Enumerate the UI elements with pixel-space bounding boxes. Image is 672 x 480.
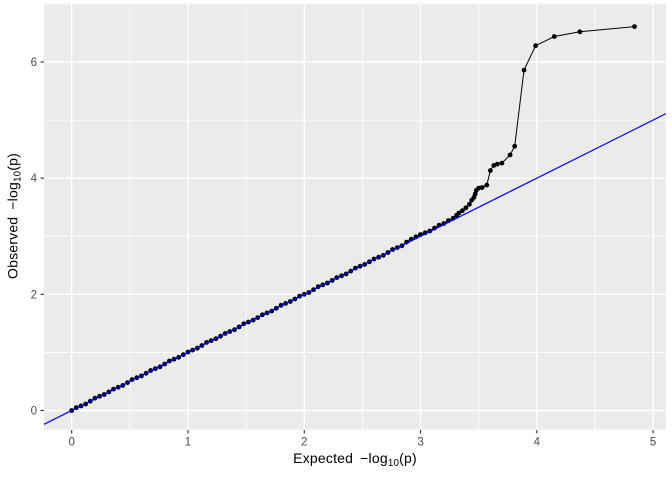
plot-panel	[44, 3, 666, 430]
data-point	[507, 152, 513, 158]
y-axis-title-sub: 10	[12, 170, 24, 183]
data-point	[494, 161, 500, 167]
data-point	[460, 208, 465, 214]
data-point	[521, 67, 527, 73]
x-axis-title-sub: 10	[387, 457, 400, 469]
y-tick-label: 0	[31, 406, 37, 418]
data-point	[577, 29, 583, 35]
data-point	[499, 160, 505, 166]
data-point	[632, 24, 637, 29]
data-point	[512, 143, 518, 149]
y-tick-label: 2	[31, 289, 37, 301]
data-point	[551, 34, 557, 39]
x-tick-label: 2	[301, 437, 307, 449]
x-axis-title-log: −log	[360, 450, 388, 466]
y-axis-title: Observed −log10(p)	[5, 3, 25, 430]
data-point	[463, 205, 469, 211]
y-axis-title-suffix: (p)	[4, 153, 21, 171]
x-axis-title-word: Expected	[293, 450, 354, 466]
x-tick-label: 5	[650, 437, 656, 449]
data-point	[456, 210, 462, 216]
data-point	[467, 201, 472, 207]
x-axis-title-suffix: (p)	[399, 450, 417, 466]
x-tick-label: 0	[68, 437, 74, 449]
y-axis-title-log: −log	[4, 182, 21, 210]
data-point	[533, 43, 538, 49]
x-tick-label: 3	[417, 437, 423, 449]
data-point	[487, 168, 493, 174]
data-point	[484, 182, 490, 188]
y-tick-label: 4	[31, 173, 38, 185]
x-axis-title: Expected −log10(p)	[44, 450, 666, 469]
x-tick-label: 1	[185, 437, 191, 449]
y-axis-title-word: Observed	[4, 216, 21, 279]
x-tick-label: 4	[534, 437, 541, 449]
y-tick-label: 6	[31, 57, 37, 69]
data-point	[479, 185, 485, 190]
reference-line	[43, 113, 667, 425]
